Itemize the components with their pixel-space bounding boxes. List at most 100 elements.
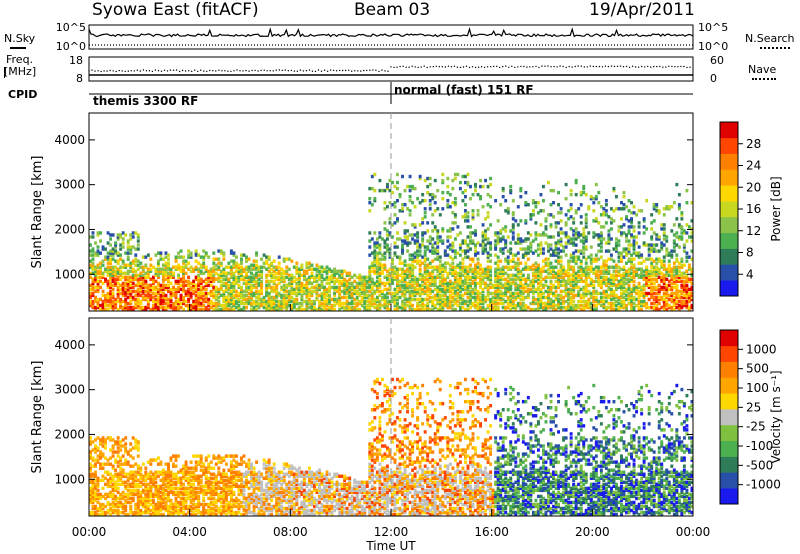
- heatmap-cell: [234, 281, 238, 286]
- heatmap-cell: [461, 297, 465, 302]
- heatmap-cell: [466, 277, 470, 282]
- heatmap-cell: [358, 273, 362, 277]
- heatmap-cell: [330, 279, 334, 284]
- heatmap-cell: [587, 271, 591, 275]
- heatmap-cell: [385, 299, 389, 304]
- heatmap-cell: [202, 263, 206, 267]
- heatmap-cell: [114, 241, 118, 245]
- heatmap-cell: [285, 257, 289, 261]
- heatmap-cell: [529, 279, 533, 284]
- heatmap-cell: [569, 227, 573, 231]
- heatmap-cell: [614, 249, 618, 253]
- heatmap-cell: [536, 253, 540, 257]
- heatmap-cell: [275, 295, 279, 300]
- heatmap-cell: [582, 291, 586, 296]
- heatmap-cell: [504, 239, 508, 243]
- nave-dot: [290, 69, 292, 72]
- heatmap-cell: [491, 301, 495, 306]
- heatmap-cell: [408, 307, 412, 312]
- heatmap-cell: [406, 184, 410, 189]
- heatmap-cell: [458, 287, 462, 292]
- heatmap-cell: [501, 194, 505, 199]
- heatmap-cell: [559, 249, 563, 253]
- heatmap-cell: [197, 261, 201, 265]
- heatmap-cell: [501, 235, 505, 239]
- nave-dot: [399, 65, 401, 68]
- heatmap-cell: [650, 281, 654, 286]
- heatmap-cell: [438, 295, 442, 300]
- heatmap-cell: [232, 271, 236, 275]
- heatmap-cell: [167, 265, 170, 269]
- heatmap-cell: [272, 265, 276, 269]
- heatmap-cell: [672, 201, 676, 205]
- heatmap-cell: [582, 293, 586, 298]
- heatmap-cell: [521, 289, 525, 294]
- heatmap-cell: [677, 295, 681, 300]
- heatmap-cell: [207, 283, 211, 288]
- heatmap-cell: [247, 301, 251, 306]
- heatmap-cell: [569, 265, 573, 269]
- heatmap-cell: [461, 283, 465, 288]
- heatmap-cell: [234, 263, 238, 267]
- heatmap-cell: [554, 259, 558, 263]
- heatmap-cell: [438, 283, 442, 288]
- heatmap-cell: [388, 217, 392, 221]
- heatmap-cell: [154, 303, 158, 308]
- heatmap-cell: [408, 303, 412, 308]
- heatmap-cell: [682, 303, 686, 308]
- heatmap-cell: [134, 273, 138, 277]
- heatmap-cell: [156, 291, 160, 296]
- heatmap-cell: [612, 301, 616, 306]
- heatmap-cell: [617, 207, 621, 211]
- heatmap-cell: [408, 184, 412, 189]
- heatmap-cell: [486, 267, 490, 271]
- heatmap-cell: [227, 297, 231, 302]
- heatmap-cell: [569, 215, 573, 219]
- heatmap-cell: [169, 293, 173, 298]
- heatmap-cell: [667, 303, 671, 308]
- heatmap-cell: [373, 196, 377, 201]
- heatmap-cell: [300, 273, 304, 277]
- heatmap-cell: [587, 289, 591, 294]
- heatmap-cell: [609, 291, 613, 296]
- heatmap-cell: [622, 267, 626, 271]
- heatmap-cell: [338, 289, 342, 294]
- heatmap-cell: [509, 267, 513, 271]
- heatmap-cell: [375, 253, 379, 257]
- heatmap-cell: [287, 257, 291, 261]
- heatmap-cell: [99, 267, 102, 271]
- heatmap-cell: [637, 253, 641, 257]
- heatmap-cell: [536, 201, 540, 205]
- heatmap-cell: [496, 283, 500, 288]
- heatmap-cell: [579, 192, 583, 197]
- heatmap-cell: [280, 277, 284, 282]
- heatmap-cell: [509, 273, 513, 277]
- heatmap-cell: [625, 233, 628, 237]
- heatmap-cell: [431, 194, 435, 199]
- heatmap-cell: [290, 279, 294, 284]
- heatmap-cell: [237, 283, 241, 288]
- heatmap-cell: [511, 253, 515, 257]
- heatmap-cell: [524, 219, 528, 223]
- heatmap-cell: [378, 281, 382, 286]
- heatmap-cell: [167, 299, 170, 304]
- heatmap-cell: [204, 305, 208, 310]
- heatmap-cell: [484, 229, 488, 233]
- heatmap-cell: [287, 303, 291, 308]
- heatmap-cell: [393, 251, 397, 255]
- heatmap-cell: [572, 251, 576, 255]
- heatmap-cell: [141, 305, 145, 310]
- heatmap-cell: [574, 283, 578, 288]
- heatmap-cell: [149, 297, 153, 302]
- heatmap-cell: [413, 259, 417, 263]
- heatmap-cell: [463, 174, 467, 179]
- heatmap-cell: [126, 281, 130, 286]
- heatmap-cell: [272, 259, 276, 263]
- heatmap-cell: [401, 249, 404, 253]
- heatmap-cell: [614, 299, 618, 304]
- heatmap-cell: [224, 301, 228, 306]
- heatmap-cell: [272, 279, 276, 284]
- heatmap-cell: [391, 269, 394, 273]
- heatmap-cell: [627, 273, 631, 277]
- heatmap-cell: [295, 291, 299, 296]
